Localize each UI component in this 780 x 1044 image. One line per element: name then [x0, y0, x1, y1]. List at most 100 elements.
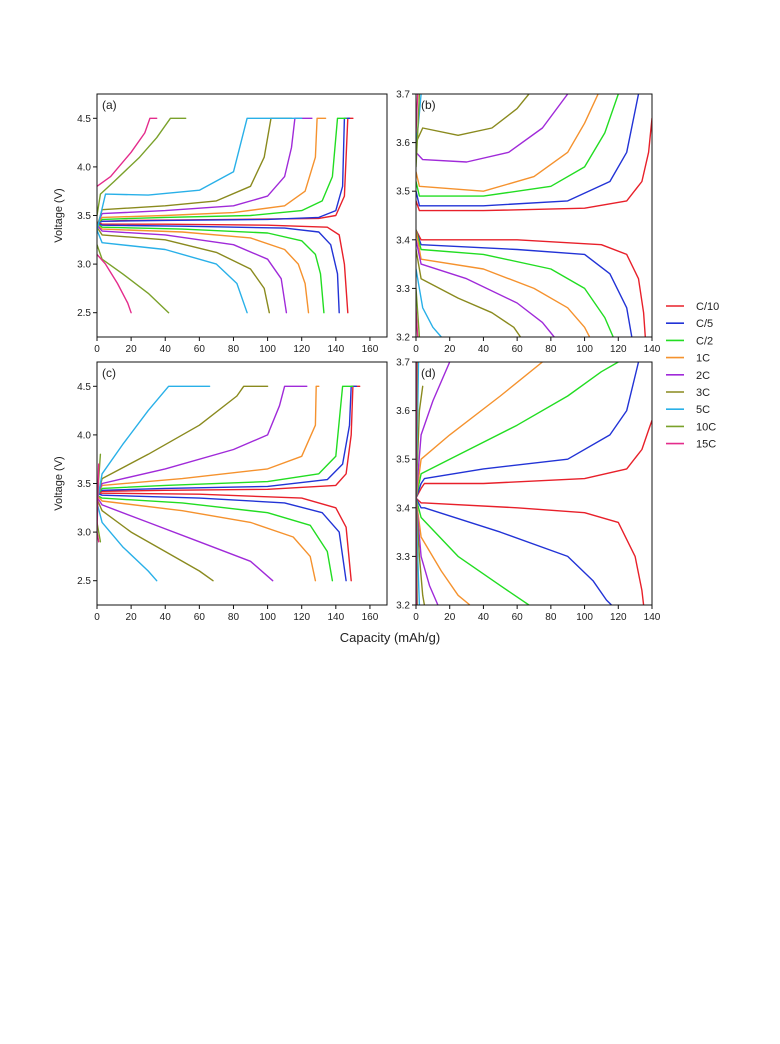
legend-label: 15C [696, 439, 716, 451]
x-tick-label: 140 [327, 344, 344, 355]
y-tick-label: 3.5 [77, 479, 91, 490]
series-10c-charge-line [416, 94, 421, 168]
series-c-2-charge-line [97, 385, 354, 496]
series-c-5-discharge-line [97, 492, 347, 582]
series-1c-charge-line [416, 94, 599, 192]
series-2c-discharge-line [97, 496, 274, 582]
legend-item: C/2 [666, 335, 713, 347]
series-1c-discharge-line [97, 494, 317, 582]
series-c-5-charge-line [97, 385, 357, 494]
curves [97, 117, 354, 314]
panel-a: 0 20 40 60 80 100 120 140 160 2.5 3.0 3.5 4.0 4.5 (a) V… [53, 93, 388, 355]
y-tick-label: 3.3 [396, 552, 410, 563]
panel-d: 0 20 40 60 80 100 120 140 3.2 3.3 3.4 3.5 3.6 3.7 (d) [396, 358, 661, 624]
series-c-2-charge-line [416, 94, 619, 197]
series-15c-discharge-line [97, 253, 132, 314]
y-tick-label: 4.5 [77, 114, 91, 125]
y-axis-label: Voltage (V) [53, 456, 65, 510]
x-tick-label: 80 [228, 344, 240, 355]
x-tick-label: 100 [259, 612, 276, 623]
x-tick-label: 0 [94, 612, 100, 623]
legend-item: 5C [666, 404, 710, 416]
series-2c-discharge-line [97, 224, 288, 314]
series-c-5-discharge-line [97, 222, 340, 314]
x-tick-label: 60 [194, 344, 206, 355]
legend-item: C/10 [666, 301, 719, 313]
x-tick-label: 40 [478, 344, 490, 355]
x-tick-label: 0 [413, 612, 419, 623]
series-5c-discharge-line [416, 268, 442, 337]
curves [416, 94, 652, 337]
x-tick-label: 140 [644, 612, 661, 623]
y-tick-label: 3.6 [396, 406, 410, 417]
x-tick-label: 120 [610, 612, 627, 623]
plot-frame [415, 361, 653, 606]
series-c-2-discharge-line [416, 497, 530, 605]
panel-label: (a) [102, 98, 117, 112]
y-tick-label: 4.0 [77, 162, 91, 173]
plot-frame [96, 361, 388, 606]
y-tick-label: 2.5 [77, 576, 91, 587]
series-5c-charge-line [97, 117, 303, 231]
y-tick-label: 3.7 [396, 90, 410, 101]
y-tick-label: 4.5 [77, 382, 91, 393]
x-axis-label: Capacity (mAh/g) [340, 630, 440, 645]
legend-label: 3C [696, 387, 710, 399]
x-tick-label: 120 [610, 344, 627, 355]
panel-label: (b) [421, 98, 436, 112]
x-tick-label: 40 [478, 612, 490, 623]
series-1c-discharge-line [416, 229, 591, 337]
x-tick-label: 40 [160, 612, 172, 623]
y-tick-label: 4.0 [77, 430, 91, 441]
x-tick-label: 0 [413, 344, 419, 355]
series-10c-charge-line [97, 117, 187, 217]
legend-item: C/5 [666, 318, 713, 330]
plot-frame [415, 93, 653, 338]
x-tick-label: 60 [194, 612, 206, 623]
series-c-2-charge-line [97, 117, 347, 224]
series-c-2-discharge-line [416, 229, 614, 337]
x-tick-label: 20 [444, 344, 456, 355]
x-tick-label: 40 [160, 344, 172, 355]
x-tick-label: 80 [545, 612, 557, 623]
series-1c-charge-line [416, 362, 544, 499]
legend-label: 5C [696, 404, 710, 416]
y-tick-label: 3.4 [396, 235, 410, 246]
legend-label: C/2 [696, 335, 713, 347]
y-tick-label: 3.6 [396, 138, 410, 149]
x-tick-label: 120 [293, 344, 310, 355]
series-c-10-charge-line [97, 385, 361, 494]
y-tick-label: 3.0 [77, 528, 91, 539]
legend-label: C/10 [696, 301, 719, 313]
series-1c-discharge-line [97, 223, 310, 314]
series-2c-discharge-line [416, 239, 555, 337]
series-3c-charge-line [416, 94, 530, 144]
series-15c-charge-line [97, 117, 158, 187]
x-tick-label: 140 [327, 612, 344, 623]
series-c-5-discharge-line [416, 497, 613, 605]
curves [97, 385, 361, 582]
x-tick-label: 160 [362, 344, 379, 355]
x-tick-label: 20 [444, 612, 456, 623]
x-tick-label: 100 [576, 612, 593, 623]
panel-c: 0 20 40 60 80 100 120 140 160 2.5 3.0 3.5 4.0 4.5 (c) V… [53, 361, 388, 623]
series-10c-discharge-line [97, 244, 170, 314]
legend-label: 10C [696, 421, 716, 433]
series-3c-discharge-line [97, 226, 270, 314]
y-tick-label: 3.7 [396, 358, 410, 369]
series-c-10-discharge-line [97, 221, 349, 314]
series-c-2-discharge-line [97, 222, 325, 314]
series-2c-charge-line [416, 94, 569, 163]
series-2c-charge-line [416, 362, 451, 499]
x-tick-label: 60 [512, 344, 524, 355]
series-c-5-charge-line [97, 117, 351, 224]
series-2c-charge-line [97, 117, 313, 226]
series-2c-discharge-line [416, 497, 439, 605]
series-3c-discharge-line [416, 497, 426, 605]
series-1c-charge-line [97, 385, 320, 496]
legend-label: 1C [696, 353, 710, 365]
x-tick-label: 160 [362, 612, 379, 623]
x-tick-label: 0 [94, 344, 100, 355]
y-tick-label: 3.5 [396, 187, 410, 198]
